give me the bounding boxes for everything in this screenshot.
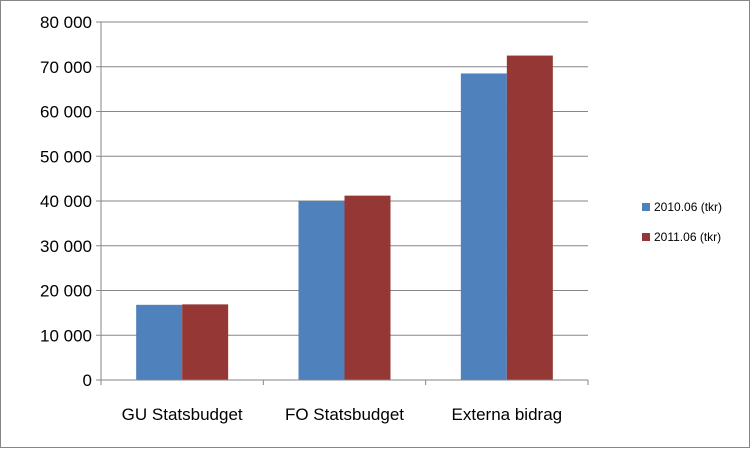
y-tick-label: 50 000 [40,147,92,166]
legend-label: 2010.06 (tkr) [654,200,722,214]
x-category-labels: GU Statsbudget FO Statsbudget Externa bidr… [122,405,562,424]
bars [136,55,553,381]
y-tick-labels: 0 10 000 20 000 30 000 40 000 50 000 60 000 70 … [40,13,92,390]
bar-2010-0 [136,304,183,380]
bar-2011-2 [506,55,553,380]
y-tick-label: 30 000 [40,237,92,256]
y-tick-label: 0 [83,371,92,390]
y-tick-label: 40 000 [40,192,92,211]
bar-2010-2 [460,73,507,381]
y-tick-label: 70 000 [40,58,92,77]
y-tick-label: 80 000 [40,13,92,32]
x-category-label: GU Statsbudget [122,405,243,424]
y-tick-label: 10 000 [40,326,92,345]
legend-label: 2011.06 (tkr) [654,230,721,244]
bar-2011-0 [182,304,229,380]
legend-swatch [642,233,650,241]
bar-2011-1 [344,195,391,380]
legend-swatch [642,203,650,211]
y-tick-label: 20 000 [40,282,92,301]
x-category-label: FO Statsbudget [285,405,404,424]
y-tick-label: 60 000 [40,103,92,122]
bar-2010-1 [298,201,345,380]
x-category-label: Externa bidrag [452,405,563,424]
axes [96,21,589,385]
legend: 2010.06 (tkr) 2011.06 (tkr) [642,200,722,244]
